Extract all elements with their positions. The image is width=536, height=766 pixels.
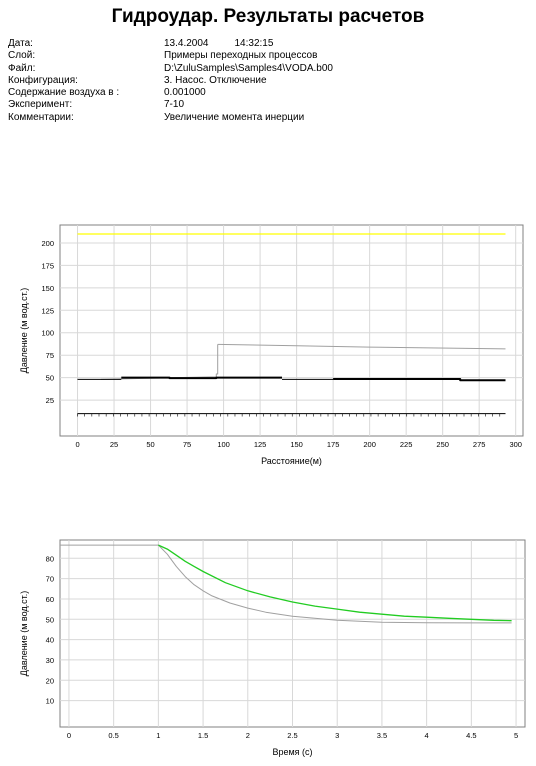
x-tick-label: 100 bbox=[217, 440, 230, 449]
x-tick-label: 0 bbox=[67, 731, 71, 740]
meta-label: Файл: bbox=[8, 62, 36, 74]
x-tick-label: 200 bbox=[363, 440, 376, 449]
y-axis-label: Давление (м вод.ст.) bbox=[19, 591, 29, 676]
meta-label: Содержание воздуха в : bbox=[8, 87, 120, 99]
meta-row-layer: Слой: Примеры переходных процессов bbox=[8, 50, 333, 62]
x-tick-label: 4.5 bbox=[466, 731, 476, 740]
series-line-1 bbox=[60, 544, 512, 624]
x-tick-label: 1.5 bbox=[198, 731, 208, 740]
x-tick-label: 0 bbox=[75, 440, 79, 449]
series-line-2 bbox=[217, 343, 506, 350]
x-tick-label: 4 bbox=[425, 731, 429, 740]
x-tick-label: 2 bbox=[246, 731, 250, 740]
report-metadata: Дата: 13.4.2004 14:32:15 Слой: Примеры п… bbox=[8, 38, 333, 124]
meta-value: Увеличение момента инерции bbox=[164, 111, 305, 123]
plot-frame bbox=[59, 224, 524, 437]
x-tick-label: 5 bbox=[514, 731, 518, 740]
meta-time: 14:32:15 bbox=[234, 38, 274, 49]
x-tick-label: 125 bbox=[254, 440, 267, 449]
x-tick-label: 300 bbox=[509, 440, 522, 449]
y-tick-label: 125 bbox=[41, 306, 54, 315]
y-tick-label: 70 bbox=[46, 575, 54, 584]
meta-label: Конфигурация: bbox=[8, 74, 78, 86]
y-tick-label: 60 bbox=[46, 595, 54, 604]
y-tick-label: 20 bbox=[46, 676, 54, 685]
y-tick-label: 150 bbox=[41, 284, 54, 293]
series-line-5 bbox=[121, 376, 282, 380]
x-tick-label: 175 bbox=[327, 440, 340, 449]
meta-value: 0.001000 bbox=[164, 87, 206, 99]
x-tick-label: 275 bbox=[473, 440, 486, 449]
pressure-distance-chart: 0 25 50 75 100 125 150 175 200 225 250 275 300 25 50 75… bbox=[19, 224, 524, 466]
y-tick-label: 175 bbox=[41, 261, 54, 270]
x-tick-label: 2.5 bbox=[287, 731, 297, 740]
x-tick-label: 3 bbox=[335, 731, 339, 740]
x-tick-label: 50 bbox=[146, 440, 154, 449]
y-tick-label: 200 bbox=[41, 239, 54, 248]
y-tick-label: 75 bbox=[46, 351, 54, 360]
y-tick-label: 80 bbox=[46, 554, 54, 563]
y-tick-label: 100 bbox=[41, 329, 54, 338]
meta-value: 13.4.2004 bbox=[164, 38, 209, 49]
x-axis-label: Расстояние(м) bbox=[261, 456, 322, 466]
y-tick-label: 50 bbox=[46, 374, 54, 383]
y-axis-label: Давление (м вод.ст.) bbox=[19, 288, 29, 373]
x-tick-label: 225 bbox=[400, 440, 413, 449]
meta-value: D:\ZuluSamples\Samples4\VODA.b00 bbox=[164, 62, 333, 74]
x-tick-label: 1 bbox=[156, 731, 160, 740]
x-tick-label: 3.5 bbox=[377, 731, 387, 740]
meta-label: Слой: bbox=[8, 50, 36, 62]
y-tick-label: 50 bbox=[46, 615, 54, 624]
meta-row-date: Дата: 13.4.2004 14:32:15 bbox=[8, 38, 333, 50]
meta-row-comments: Комментарии: Увеличение момента инерции bbox=[8, 112, 333, 124]
meta-row-air-content: Содержание воздуха в : 0.001000 bbox=[8, 87, 333, 99]
series-line-2 bbox=[158, 544, 512, 622]
page-title: Гидроудар. Результаты расчетов bbox=[111, 6, 425, 27]
y-tick-label: 25 bbox=[46, 396, 54, 405]
meta-row-configuration: Конфигурация: 3. Насос. Отключение bbox=[8, 75, 333, 87]
x-tick-label: 25 bbox=[110, 440, 118, 449]
y-tick-label: 10 bbox=[46, 697, 54, 706]
pressure-time-chart: 0 0.5 1 1.5 2 2.5 3 3.5 4 4.5 5 10 20 30 40 50 60 70 80 Вре… bbox=[19, 539, 526, 757]
meta-value: 7-10 bbox=[164, 99, 185, 111]
x-tick-label: 75 bbox=[183, 440, 191, 449]
x-tick-label: 0.5 bbox=[108, 731, 118, 740]
meta-value: Примеры переходных процессов bbox=[164, 50, 318, 62]
meta-label: Комментарии: bbox=[8, 111, 74, 123]
meta-value: 3. Насос. Отключение bbox=[164, 74, 267, 86]
y-tick-label: 30 bbox=[46, 656, 54, 665]
meta-label: Дата: bbox=[8, 38, 33, 49]
x-tick-label: 150 bbox=[290, 440, 303, 449]
y-tick-label: 40 bbox=[46, 636, 54, 645]
meta-row-file: Файл: D:\ZuluSamples\Samples4\VODA.b00 bbox=[8, 63, 333, 75]
meta-row-experiment: Эксперимент: 7-10 bbox=[8, 99, 333, 111]
x-tick-label: 250 bbox=[436, 440, 449, 449]
series-line-7 bbox=[333, 378, 506, 382]
meta-label: Эксперимент: bbox=[8, 99, 73, 111]
x-axis-label: Время (с) bbox=[272, 747, 312, 757]
